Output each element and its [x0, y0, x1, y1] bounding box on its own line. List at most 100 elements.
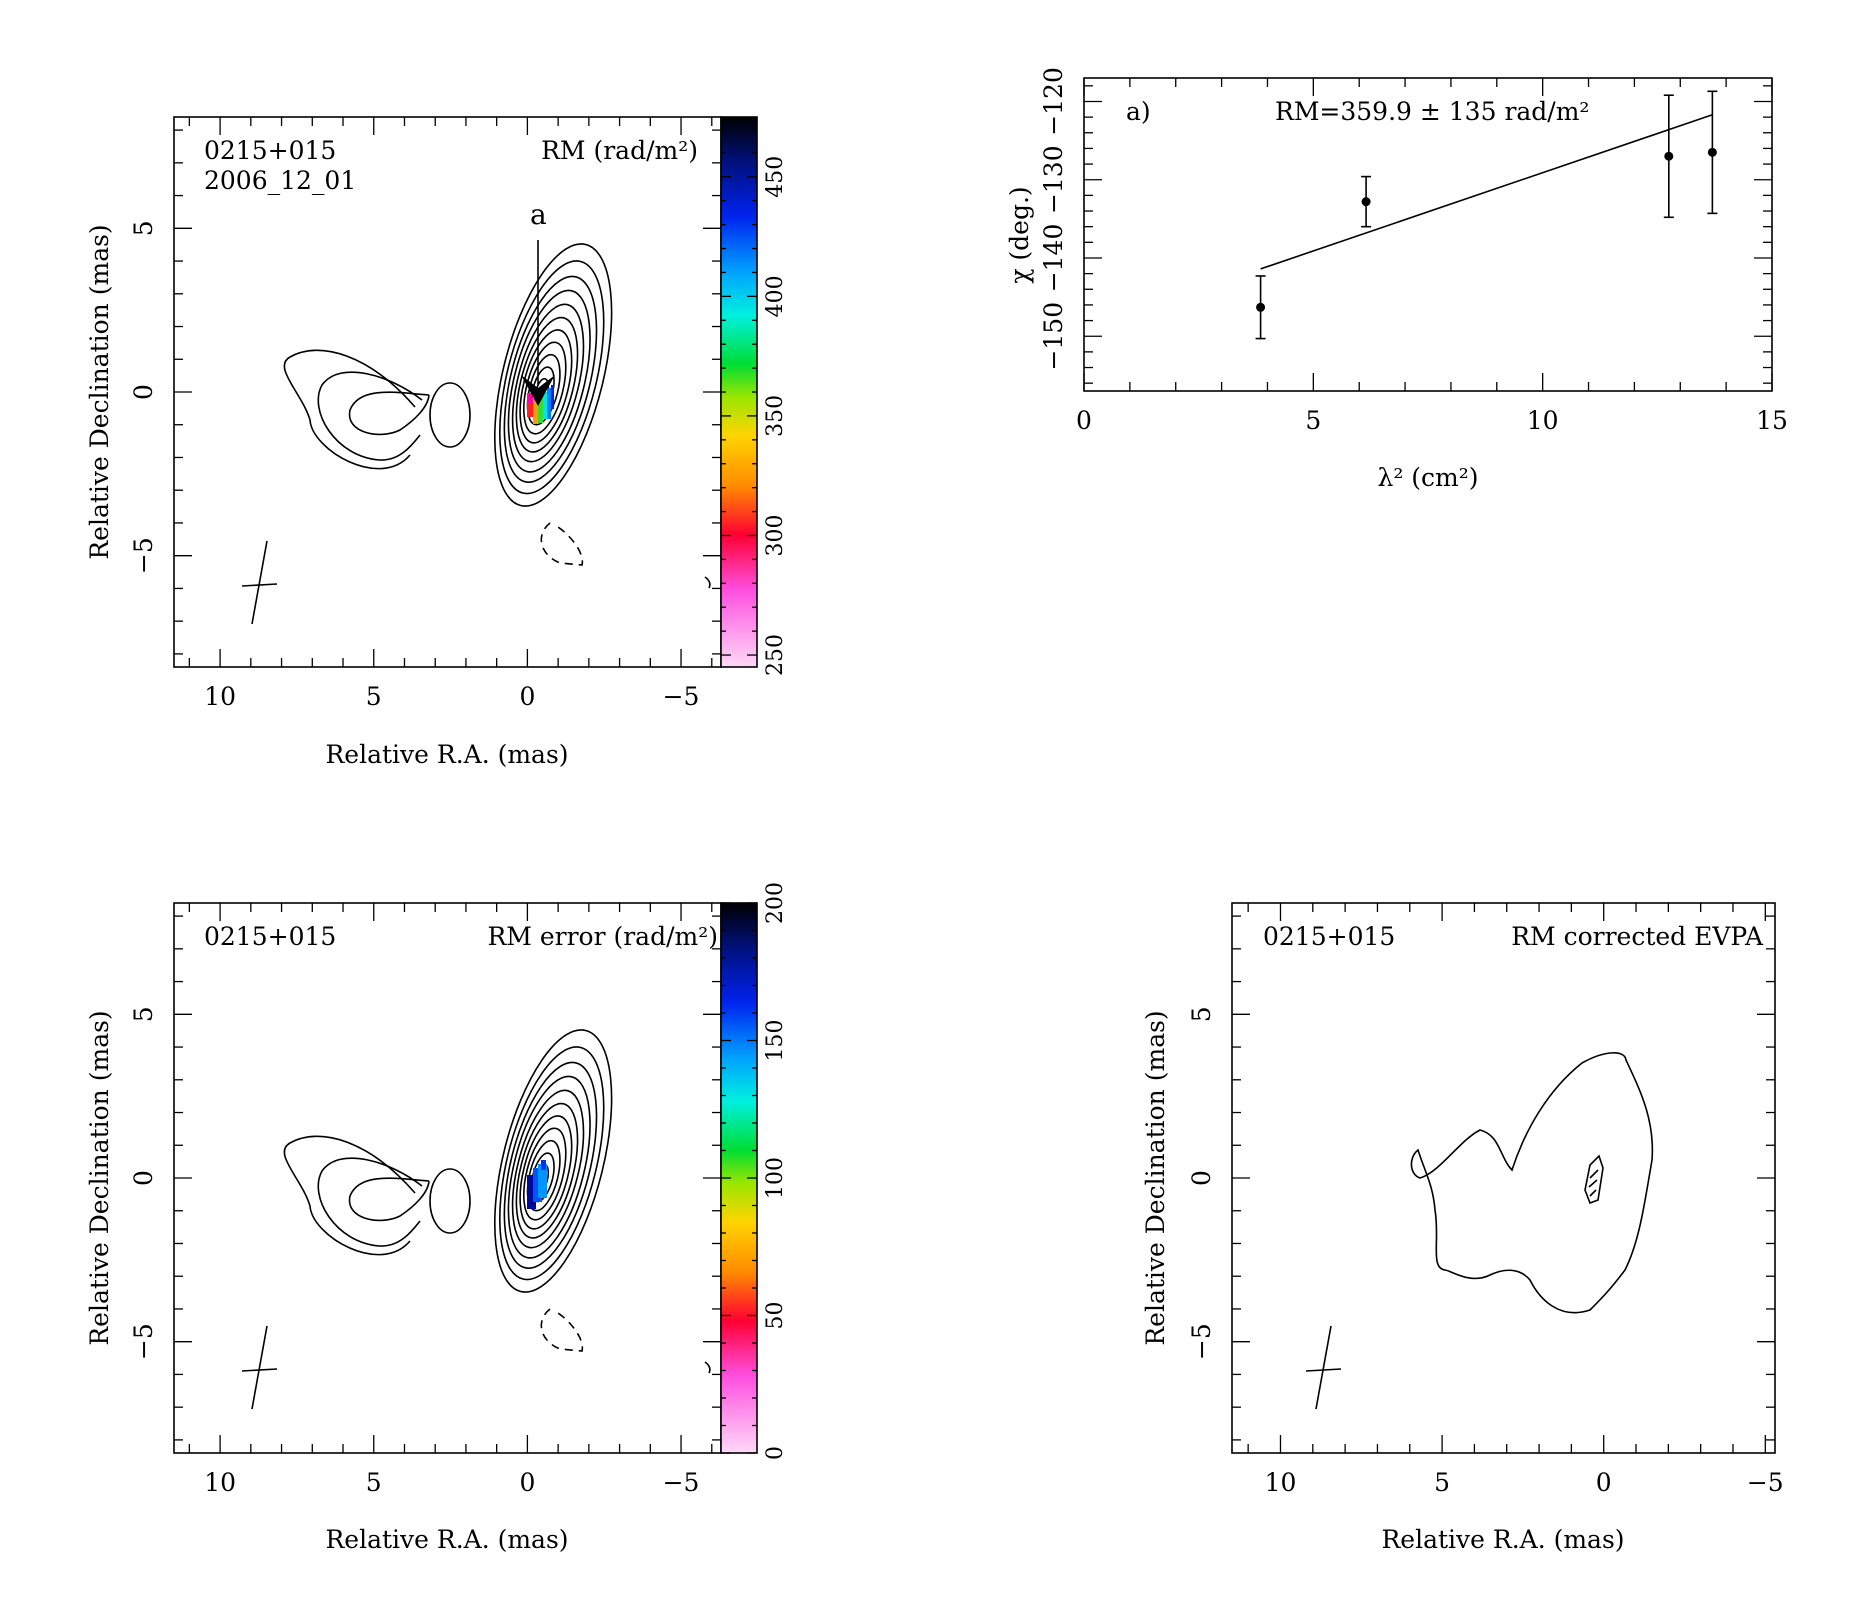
rm-error-colorbar-ticks: 0 50 100 150 200	[721, 882, 788, 1460]
colorbar-tick-label: 200	[763, 882, 788, 924]
y-tick-label: 0	[129, 1170, 158, 1186]
rm-error-title: RM error (rad/m²)	[487, 922, 718, 951]
rm-map-epoch: 2006_12_01	[204, 166, 356, 195]
y-tick-label: −5	[129, 537, 158, 574]
rm-error-ylabel: Relative Declination (mas)	[85, 1010, 114, 1345]
x-tick-label: −5	[1747, 1468, 1784, 1497]
intensity-contour	[507, 1075, 591, 1259]
intensity-contour	[511, 303, 585, 463]
rm-error-pixel	[538, 1164, 547, 1198]
colorbar-tick-label: 300	[763, 514, 788, 556]
rm-error-pixel	[541, 1160, 546, 1170]
y-tick-label: 0	[129, 384, 158, 400]
intensity-contour	[348, 391, 430, 436]
colorbar-tick-label: 150	[763, 1020, 788, 1062]
noise-contour	[704, 1361, 711, 1374]
rm-fit-panel: a) RM=359.9 ± 135 rad/m² 0 5 10 15 −150 −140…	[1005, 67, 1788, 492]
rm-fit-points	[1255, 90, 1718, 340]
rm-pixel	[533, 398, 538, 424]
x-tick-label: 5	[366, 682, 382, 711]
rm-fit-line	[1260, 114, 1713, 270]
rm-pixel	[547, 388, 551, 419]
x-tick-label: 10	[1265, 1468, 1297, 1497]
rm-fit-annotation: RM=359.9 ± 135 rad/m²	[1275, 97, 1589, 126]
rm-error-xtick-labels: 10 5 0 −5	[204, 1468, 699, 1497]
evpa-source: 0215+015	[1263, 922, 1395, 951]
intensity-contour	[429, 382, 471, 448]
marker-a-arrow-icon	[521, 375, 555, 406]
x-tick-label: 0	[519, 1468, 535, 1497]
rm-pixel	[527, 404, 533, 417]
y-tick-label: −150	[1039, 302, 1068, 371]
colorbar-tick-label: 100	[763, 1157, 788, 1199]
x-tick-label: 5	[366, 1468, 382, 1497]
intensity-contour	[283, 349, 416, 470]
rm-map-source: 0215+015	[204, 136, 336, 165]
evpa-frame	[1231, 902, 1776, 1454]
x-tick-label: 0	[1596, 1468, 1612, 1497]
rm-map-pixels	[527, 385, 554, 424]
evpa-ticks	[1232, 903, 1775, 1453]
x-tick-label: −5	[663, 1468, 700, 1497]
rm-error-colorbar: 0 50 100 150 200	[720, 882, 788, 1460]
rm-fit-xlabel: λ² (cm²)	[1377, 463, 1478, 492]
rm-map-xlabel: Relative R.A. (mas)	[325, 740, 568, 769]
evpa-xtick-labels: 10 5 0 −5	[1265, 1468, 1784, 1497]
x-tick-label: 10	[204, 682, 236, 711]
intensity-contour	[283, 1135, 416, 1256]
negative-contour	[540, 1308, 584, 1352]
rm-colorbar: 250 300 350 400 450	[720, 116, 788, 676]
evpa-outer-contour	[1410, 1052, 1654, 1314]
y-tick-label: 0	[1187, 1170, 1216, 1186]
intensity-contour	[526, 1139, 561, 1212]
rm-map-panel: a 0215+015 2006_12_01 RM (rad/m²) 10 5 0 −5…	[85, 116, 788, 769]
intensity-contour	[507, 289, 591, 473]
rm-error-pixel	[533, 1168, 542, 1202]
data-point	[1664, 151, 1674, 161]
rm-fit-ylabel: χ (deg.)	[1005, 186, 1034, 283]
negative-contour	[540, 522, 584, 566]
rm-fit-frame	[1083, 77, 1773, 392]
rm-map-xtick-labels: 10 5 0 −5	[204, 682, 699, 711]
rm-error-panel: 0215+015 RM error (rad/m²) 10 5 0 −5 −505 R…	[85, 882, 788, 1554]
colorbar-tick-label: 50	[763, 1302, 788, 1330]
y-tick-label: −140	[1039, 224, 1068, 293]
intensity-contour	[317, 371, 423, 461]
intensity-contour	[519, 329, 573, 444]
y-tick-label: 5	[129, 220, 158, 236]
data-point	[1707, 147, 1717, 157]
rm-colorbar-gradient	[721, 117, 757, 667]
rm-map-contours	[283, 243, 613, 566]
intensity-contour	[523, 1127, 567, 1221]
x-tick-label: 5	[1434, 1468, 1450, 1497]
intensity-contour	[498, 260, 605, 495]
rm-pixel	[543, 392, 547, 419]
noise-contour	[704, 576, 711, 589]
data-point	[1361, 197, 1371, 207]
rm-pixel	[527, 393, 533, 404]
rm-error-ticks	[174, 903, 721, 1453]
y-tick-label: 5	[1187, 1006, 1216, 1022]
y-tick-label: −130	[1039, 145, 1068, 214]
evpa-title: RM corrected EVPA	[1511, 922, 1764, 951]
rm-fit-ticks	[1083, 78, 1773, 391]
rm-map-title: RM (rad/m²)	[541, 136, 698, 165]
rm-error-source: 0215+015	[204, 922, 336, 951]
colorbar-tick-label: 0	[763, 1446, 788, 1460]
colorbar-tick-label: 350	[763, 395, 788, 437]
evpa-ylabel: Relative Declination (mas)	[1141, 1010, 1170, 1345]
rm-map-ylabel: Relative Declination (mas)	[85, 224, 114, 559]
beam-ellipse-cross	[1305, 1325, 1342, 1410]
rm-fit-ytick-labels: −150 −140 −130 −120	[1039, 67, 1068, 370]
rm-pixel	[538, 395, 543, 423]
rm-error-xlabel: Relative R.A. (mas)	[325, 1525, 568, 1554]
rm-colorbar-ticks: 250 300 350 400 450	[721, 128, 788, 676]
data-point	[1256, 302, 1266, 312]
colorbar-tick-label: 250	[763, 634, 788, 676]
intensity-contour	[515, 1102, 579, 1239]
beam-ellipse-cross	[241, 540, 278, 625]
rm-map-ytick-labels: −5 0 5	[129, 220, 158, 574]
evpa-vectors	[1588, 1169, 1599, 1197]
rm-error-contours	[283, 1029, 613, 1352]
